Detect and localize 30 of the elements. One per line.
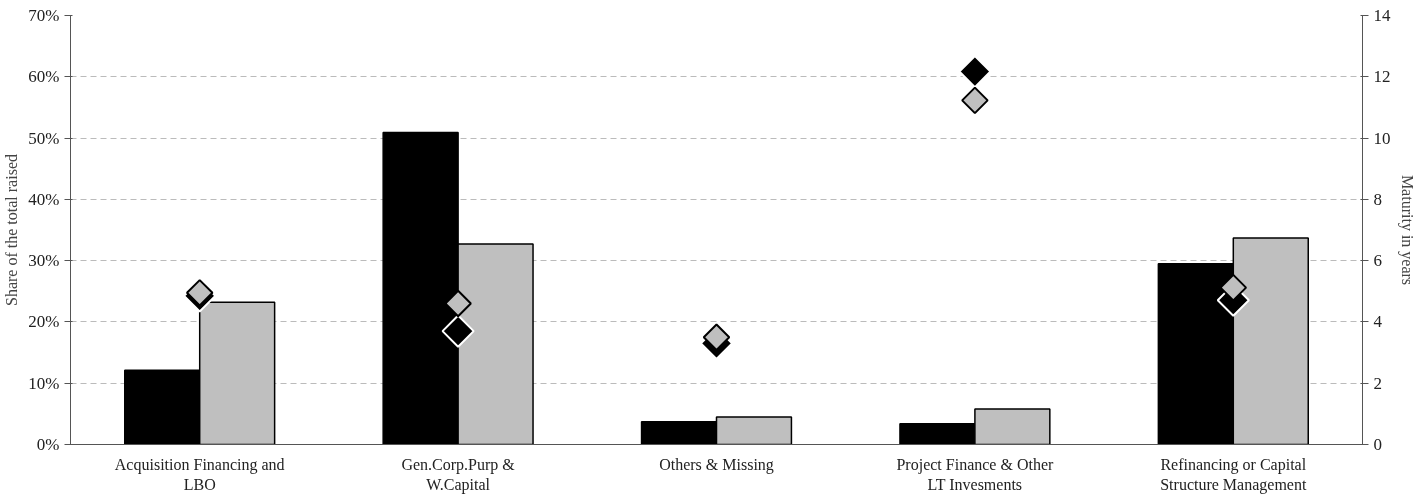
y-tick-label: 60% — [28, 67, 60, 87]
y2-tick-label: 0 — [1373, 435, 1382, 454]
y2-axis-title: Maturity in years — [1397, 174, 1416, 286]
y2-tick-label: 14 — [1373, 6, 1391, 25]
point — [185, 279, 214, 307]
x-tick-label: Project Finance & Other LT Invesments — [896, 455, 1054, 493]
y-tick-label: 40% — [28, 189, 60, 209]
point — [961, 86, 989, 115]
y-tick-label: 0% — [36, 435, 60, 454]
x-tick-label: Acquisition Financing and LBO — [114, 455, 285, 493]
y2-tick-label: 10 — [1373, 128, 1391, 148]
y-tick-label: 30% — [28, 251, 60, 271]
point — [441, 314, 475, 348]
x-tick-label: Refinancing or Capital Structure Management — [1160, 455, 1307, 494]
y2-tick-label: 6 — [1373, 251, 1382, 271]
y2-tick-label: 4 — [1373, 312, 1383, 332]
y2-tick-label: 12 — [1373, 67, 1391, 87]
point — [444, 289, 472, 318]
y2-tick-label: 8 — [1373, 189, 1382, 209]
y-tick-label: 70% — [28, 6, 60, 25]
y-tick-label: 50% — [28, 128, 60, 148]
point — [958, 55, 992, 89]
y-tick-label: 20% — [28, 312, 60, 332]
y-axis-title: Share of the total raised — [3, 154, 21, 306]
x-tick-label: Others & Missing — [659, 455, 774, 474]
x-tick-label: Gen.Corp.Purp & W.Capital — [401, 455, 516, 494]
y-tick-label: 10% — [28, 373, 60, 393]
y2-tick-label: 2 — [1373, 373, 1382, 393]
point — [702, 323, 731, 351]
point — [1219, 273, 1248, 302]
